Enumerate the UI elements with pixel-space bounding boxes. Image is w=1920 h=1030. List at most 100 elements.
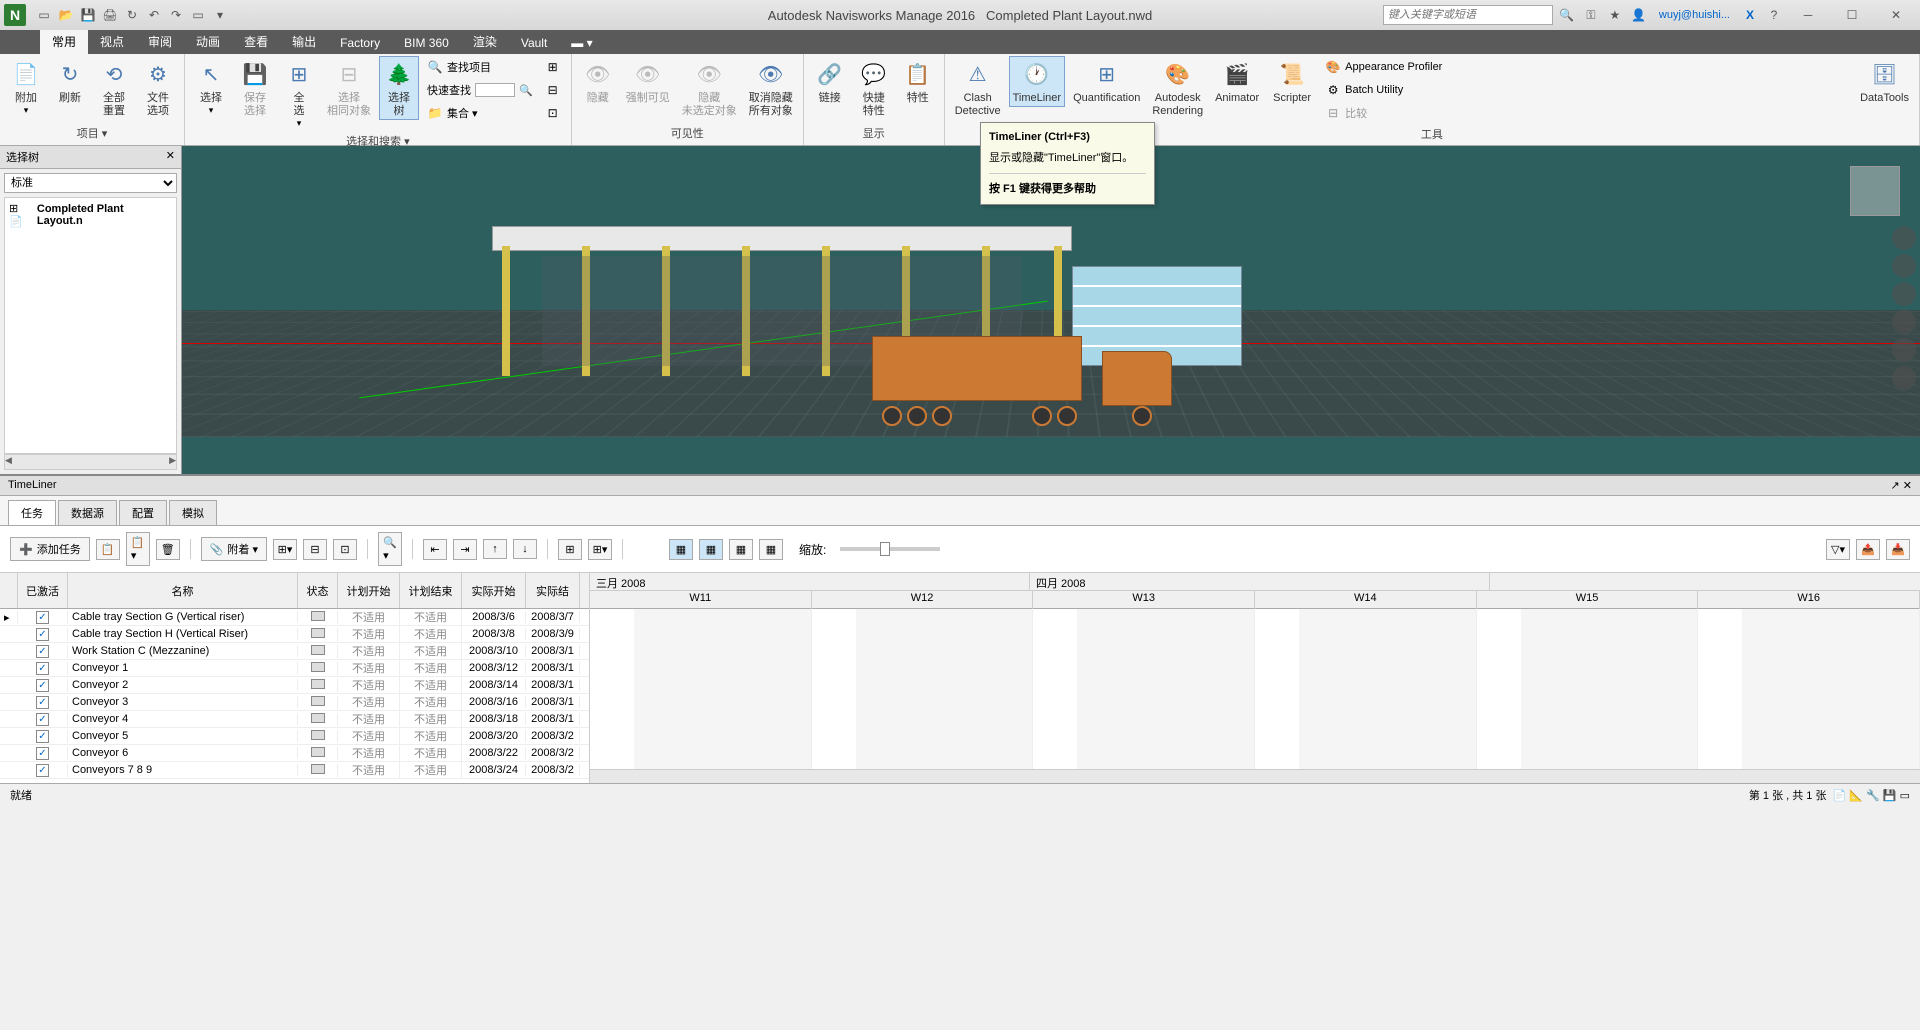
table-row[interactable]: ✓Conveyor 2不适用不适用2008/3/142008/3/1 — [0, 677, 589, 694]
column-header-active[interactable]: 已激活 — [18, 573, 68, 608]
tl-move-up[interactable]: ↑ — [483, 539, 507, 559]
tl-import-button[interactable]: 📥 — [1886, 539, 1910, 560]
close-button[interactable]: ✕ — [1876, 1, 1916, 29]
nav-orbit-icon[interactable] — [1892, 310, 1916, 334]
print-icon[interactable]: 🖨 — [100, 5, 120, 25]
panel-close-icon[interactable]: ✕ — [166, 149, 175, 165]
datatools-button[interactable]: 🗄DataTools — [1856, 56, 1913, 107]
tl-tab-tasks[interactable]: 任务 — [8, 500, 56, 525]
tab-bim360[interactable]: BIM 360 — [392, 32, 461, 54]
filter3-icon[interactable]: ⊡ — [541, 102, 565, 124]
checkbox[interactable]: ✓ — [36, 611, 49, 624]
tl-move-down[interactable]: ↓ — [513, 539, 537, 559]
tab-vault[interactable]: Vault — [509, 32, 559, 54]
filter2-icon[interactable]: ⊟ — [541, 79, 565, 101]
viewcube[interactable] — [1850, 166, 1900, 216]
tree-root-item[interactable]: ⊞ 📄 Completed Plant Layout.n — [9, 202, 172, 228]
scripter-button[interactable]: 📜Scripter — [1267, 56, 1317, 107]
maximize-button[interactable]: ☐ — [1832, 1, 1872, 29]
unhide-all-button[interactable]: 👁取消隐藏 所有对象 — [745, 56, 797, 120]
checkbox[interactable]: ✓ — [36, 662, 49, 675]
tl-tab-datasource[interactable]: 数据源 — [58, 500, 117, 525]
redo-icon[interactable]: ↷ — [166, 5, 186, 25]
new-icon[interactable]: ▭ — [34, 5, 54, 25]
table-row[interactable]: ✓Conveyor 5不适用不适用2008/3/202008/3/2 — [0, 728, 589, 745]
quantification-button[interactable]: ⊞Quantification — [1069, 56, 1144, 107]
tab-output[interactable]: 输出 — [280, 29, 328, 54]
tab-review[interactable]: 审阅 — [136, 29, 184, 54]
checkbox[interactable]: ✓ — [36, 628, 49, 641]
find-items-button[interactable]: 🔍查找项目 — [423, 56, 537, 78]
column-header-actual_start[interactable]: 实际开始 — [462, 573, 526, 608]
open-icon[interactable]: 📂 — [56, 5, 76, 25]
gantt-chart[interactable]: 三月 2008四月 2008 W11W12W13W14W15W16 — [590, 573, 1920, 783]
tl-tab-config[interactable]: 配置 — [119, 500, 167, 525]
table-row[interactable]: ✓Cable tray Section H (Vertical Riser)不适… — [0, 626, 589, 643]
save-icon[interactable]: 💾 — [78, 5, 98, 25]
zoom-slider[interactable] — [840, 547, 940, 551]
gantt-hscroll[interactable] — [590, 769, 1920, 783]
column-header-status[interactable]: 状态 — [298, 573, 338, 608]
selection-tree-button[interactable]: 🌲选择 树 — [379, 56, 419, 120]
column-header-plan_end[interactable]: 计划结束 — [400, 573, 462, 608]
binoculars-icon[interactable]: 🔍 — [1557, 5, 1577, 25]
checkbox[interactable]: ✓ — [36, 696, 49, 709]
attach-button[interactable]: 📎 附着 ▾ — [201, 537, 267, 561]
checkbox[interactable]: ✓ — [36, 679, 49, 692]
quick-props-button[interactable]: 💬快捷 特性 — [854, 56, 894, 120]
tab-addins[interactable]: ▬ ▾ — [559, 32, 604, 54]
tl-btn-4[interactable]: ⊟ — [303, 539, 327, 560]
undo-icon[interactable]: ↶ — [144, 5, 164, 25]
gantt-view-2[interactable]: ▦ — [699, 539, 723, 560]
nav-wheel-icon[interactable] — [1892, 226, 1916, 250]
column-header-plan_start[interactable]: 计划开始 — [338, 573, 400, 608]
table-row[interactable]: ✓Work Station C (Mezzanine)不适用不适用2008/3/… — [0, 643, 589, 660]
tree-hscroll[interactable]: ◀▶ — [4, 454, 177, 470]
minimize-button[interactable]: ─ — [1788, 1, 1828, 29]
tab-render[interactable]: 渲染 — [461, 29, 509, 54]
tab-factory[interactable]: Factory — [328, 32, 392, 54]
help-icon[interactable]: ? — [1764, 5, 1784, 25]
user-label[interactable]: wuyj@huishi... — [1653, 9, 1736, 21]
timeliner-close-icon[interactable]: ↗ ✕ — [1891, 479, 1913, 492]
star-icon[interactable]: ★ — [1605, 5, 1625, 25]
properties-button[interactable]: 📋特性 — [898, 56, 938, 107]
column-header-seq[interactable] — [0, 573, 18, 608]
reset-all-button[interactable]: ⟲全部 重置 — [94, 56, 134, 120]
table-row[interactable]: ✓Conveyor 4不适用不适用2008/3/182008/3/1 — [0, 711, 589, 728]
app-icon[interactable]: N — [4, 4, 26, 26]
nav-look-icon[interactable] — [1892, 338, 1916, 362]
tl-btn-2[interactable]: 📋▾ — [126, 532, 150, 566]
gantt-view-3[interactable]: ▦ — [729, 539, 753, 560]
refresh-button[interactable]: ↻刷新 — [50, 56, 90, 107]
table-row[interactable]: ✓Conveyor 3不适用不适用2008/3/162008/3/1 — [0, 694, 589, 711]
tl-btn-delete[interactable]: 🗑 — [156, 539, 180, 560]
tl-tab-simulate[interactable]: 模拟 — [169, 500, 217, 525]
timeliner-button[interactable]: 🕐TimeLiner — [1009, 56, 1066, 107]
batch-utility-button[interactable]: ⚙Batch Utility — [1321, 79, 1446, 101]
table-row[interactable]: ✓Conveyor 1不适用不适用2008/3/122008/3/1 — [0, 660, 589, 677]
checkbox[interactable]: ✓ — [36, 764, 49, 777]
checkbox[interactable]: ✓ — [36, 645, 49, 658]
tl-btn-1[interactable]: 📋 — [96, 539, 120, 560]
tab-view[interactable]: 查看 — [232, 29, 280, 54]
select-icon[interactable]: ▭ — [188, 5, 208, 25]
search-input[interactable] — [1383, 5, 1553, 25]
tl-btn-7[interactable]: ⊞ — [558, 539, 582, 560]
exchange-icon[interactable]: X — [1740, 5, 1760, 25]
selection-tree[interactable]: ⊞ 📄 Completed Plant Layout.n — [4, 197, 177, 454]
qat-dropdown-icon[interactable]: ▾ — [210, 5, 230, 25]
tl-indent-out[interactable]: ⇤ — [423, 539, 447, 560]
nav-pan-icon[interactable] — [1892, 254, 1916, 278]
table-row[interactable]: ✓Conveyor 6不适用不适用2008/3/222008/3/2 — [0, 745, 589, 762]
add-task-button[interactable]: ➕ 添加任务 — [10, 537, 90, 561]
gantt-view-4[interactable]: ▦ — [759, 539, 783, 560]
tab-home[interactable]: 常用 — [40, 29, 88, 54]
checkbox[interactable]: ✓ — [36, 730, 49, 743]
column-header-name[interactable]: 名称 — [68, 573, 298, 608]
checkbox[interactable]: ✓ — [36, 747, 49, 760]
quick-find-input[interactable]: 快速查找🔍 — [423, 79, 537, 101]
file-options-button[interactable]: ⚙文件 选项 — [138, 56, 178, 120]
animator-button[interactable]: 🎬Animator — [1211, 56, 1263, 107]
tab-animation[interactable]: 动画 — [184, 29, 232, 54]
